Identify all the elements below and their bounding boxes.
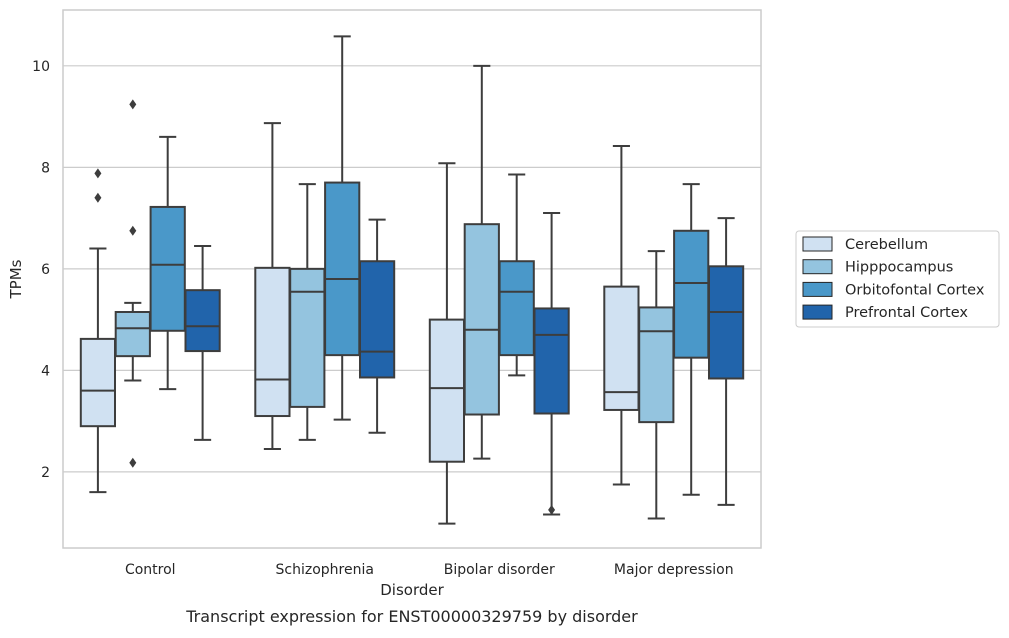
legend: Cerebellum Hipppocampus Orbitofontal Corte… [795, 230, 1000, 328]
boxes [79, 35, 745, 525]
box-4-4 [707, 217, 745, 506]
box-body [533, 307, 570, 415]
box-3-2 [324, 35, 361, 421]
box-body [358, 260, 396, 379]
x-tick-label: Major depression [614, 562, 734, 578]
legend-swatch [802, 259, 833, 275]
box-4-2 [358, 218, 396, 434]
outlier-point [129, 457, 137, 468]
y-axis-label: TPMs [7, 259, 25, 299]
box-3-3 [498, 173, 535, 377]
y-tick-label: 8 [41, 160, 50, 176]
legend-label: Hipppocampus [845, 260, 953, 276]
y-tick-labels: 2 4 6 8 10 [32, 59, 50, 481]
chart-caption: Transcript expression for ENST0000032975… [185, 607, 638, 626]
outlier-point [548, 504, 556, 515]
box-1-2 [254, 122, 291, 451]
box-body [638, 306, 675, 424]
box-body [149, 205, 186, 332]
y-tick-label: 4 [41, 363, 50, 379]
box-1-4 [603, 145, 640, 486]
legend-label: Orbitofontal Cortex [845, 282, 985, 298]
x-tick-label: Bipolar disorder [444, 562, 555, 578]
box-3-4 [673, 183, 710, 496]
box-body [463, 223, 500, 416]
box-2-2 [289, 183, 326, 441]
legend-swatch [802, 281, 833, 297]
box-body [324, 181, 361, 357]
box-2-4 [638, 250, 675, 520]
box-body [498, 260, 535, 357]
box-3-1 [149, 135, 186, 391]
box-1-1 [79, 168, 117, 494]
box-body [114, 310, 151, 358]
box-body [184, 289, 221, 353]
legend-label: Prefrontal Cortex [845, 305, 968, 321]
box-body [79, 337, 117, 428]
legend-swatch [802, 236, 833, 252]
legend-item: Cerebellum [802, 236, 928, 253]
outlier-point [94, 168, 102, 179]
box-body [673, 229, 710, 359]
box-body [289, 267, 326, 408]
x-tick-labels: Control Schizophrenia Bipolar disorder Majo… [125, 562, 734, 578]
y-tick-label: 2 [41, 465, 50, 481]
outlier-point [129, 99, 137, 110]
box-body [603, 285, 640, 411]
legend-items: Cerebellum Hipppocampus Orbitofontal Corte… [802, 236, 985, 321]
box-body [707, 265, 745, 380]
y-tick-label: 10 [32, 59, 50, 75]
legend-frame [795, 230, 1000, 328]
x-tick-label: Schizophrenia [276, 562, 374, 578]
box-4-1 [184, 245, 221, 441]
legend-item: Hipppocampus [802, 259, 953, 276]
legend-item: Prefrontal Cortex [802, 304, 968, 321]
x-axis-label: Disorder [380, 581, 444, 599]
box-body [254, 266, 291, 418]
box-4-3 [533, 212, 570, 516]
box-2-3 [463, 64, 500, 460]
legend-item: Orbitofontal Cortex [802, 281, 985, 298]
box-2-1 [114, 99, 151, 468]
y-tick-label: 6 [41, 262, 50, 278]
x-tick-label: Control [125, 562, 176, 578]
legend-label: Cerebellum [845, 237, 928, 253]
outlier-point [94, 192, 102, 203]
box-body [428, 318, 466, 463]
outlier-point [129, 225, 137, 236]
legend-swatch [802, 304, 833, 320]
